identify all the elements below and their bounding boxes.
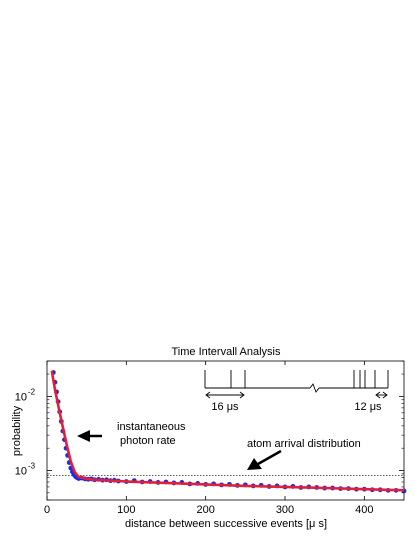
x-tick-label: 200	[196, 504, 214, 516]
annotation-atom-arrival-arrowhead	[247, 458, 262, 470]
fit-curve	[50, 370, 405, 492]
inset-interval-left-tip-a	[205, 391, 211, 399]
y-tick-exponent: -3	[28, 462, 36, 471]
annotation-photon-rate-line2: photon rate	[120, 435, 176, 447]
annotation-photon-rate-line1: instantaneous	[117, 421, 186, 433]
data-points	[50, 370, 407, 494]
x-tick-label: 100	[117, 504, 135, 516]
inset-break-mark	[309, 383, 320, 393]
y-tick-label: 10	[15, 391, 27, 403]
y-axis: 10-210-3	[15, 360, 404, 501]
inset-interval-right-tip-b	[382, 391, 388, 399]
x-tick-label: 0	[44, 504, 50, 516]
y-tick-label: 10	[15, 466, 27, 478]
inset-right-label: 12 μs	[354, 401, 382, 413]
annotation-atom-arrival-arrow	[257, 449, 282, 466]
y-axis-label: probability	[11, 405, 23, 456]
x-axis: 0 100 200 300 400	[44, 361, 374, 516]
inset-interval-right-tip-a	[375, 391, 381, 399]
y-tick-exponent: -2	[28, 387, 36, 396]
inset-left-label: 16 μs	[211, 401, 239, 413]
chart-title: Time Intervall Analysis	[171, 346, 281, 358]
plot-frame	[46, 360, 405, 501]
x-tick-label: 400	[355, 504, 373, 516]
annotation-photon-rate: instantaneous photon rate	[77, 421, 186, 447]
event-timing-inset	[204, 370, 389, 399]
annotation-atom-arrival-text: atom arrival distribution	[247, 438, 361, 450]
annotation-photon-rate-arrowhead	[77, 430, 90, 442]
x-axis-label: distance between successive events [μ s]	[125, 518, 327, 530]
annotation-atom-arrival: atom arrival distribution	[247, 438, 361, 470]
x-tick-label: 300	[276, 504, 294, 516]
inset-interval-left-tip-b	[239, 391, 245, 399]
